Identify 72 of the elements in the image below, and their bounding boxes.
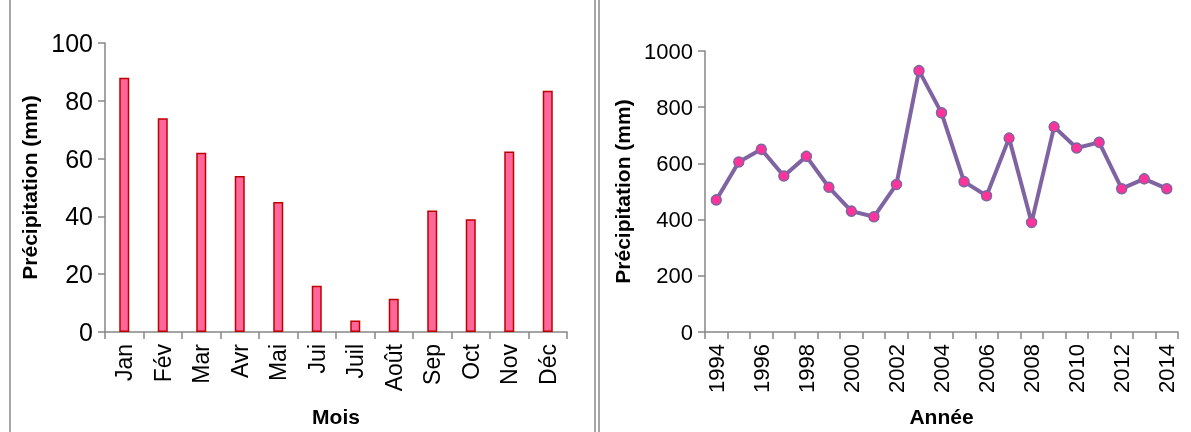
bar bbox=[388, 298, 399, 332]
x-tick-label: Fév bbox=[149, 343, 176, 383]
point bbox=[1138, 173, 1150, 185]
x-tick-label: Déc bbox=[534, 344, 561, 385]
point bbox=[800, 150, 813, 163]
point bbox=[733, 156, 745, 168]
x-tick-label: Sep bbox=[419, 344, 446, 385]
x-tick-label: Jan bbox=[111, 344, 138, 382]
bar bbox=[350, 320, 361, 332]
point bbox=[1070, 142, 1083, 154]
point bbox=[958, 175, 970, 188]
x-tick-label: Nov bbox=[496, 343, 523, 385]
point bbox=[890, 178, 903, 191]
x-tick-label: 1996 bbox=[748, 344, 774, 393]
bar bbox=[273, 201, 284, 332]
bar bbox=[196, 152, 207, 332]
y-tick-label: 1000 bbox=[644, 38, 693, 64]
x-tick-label: Mai bbox=[265, 344, 292, 382]
bar bbox=[542, 90, 553, 332]
bar bbox=[311, 285, 322, 332]
point bbox=[913, 64, 925, 77]
bar bbox=[119, 77, 130, 332]
point bbox=[868, 211, 880, 223]
y-axis-title: Précipitation (mm) bbox=[18, 95, 42, 280]
y-tick-label: 400 bbox=[656, 207, 693, 233]
y-tick-label: 200 bbox=[656, 263, 693, 289]
y-tick-label: 600 bbox=[656, 150, 693, 176]
point bbox=[823, 181, 835, 194]
point bbox=[755, 143, 768, 156]
x-tick-label: 2006 bbox=[974, 344, 1000, 393]
y-tick-label: 60 bbox=[65, 144, 93, 173]
y-axis-title: Précipitation (mm) bbox=[611, 99, 634, 284]
point bbox=[1093, 136, 1105, 149]
x-tick-label: 2012 bbox=[1109, 344, 1135, 393]
x-tick-label: 1998 bbox=[793, 344, 819, 393]
x-tick-label: Jui bbox=[303, 344, 330, 374]
x-axis-title: Mois bbox=[312, 405, 360, 428]
x-tick-label: Oct bbox=[457, 343, 484, 380]
x-tick-label: 1994 bbox=[703, 344, 729, 393]
y-tick-label: 40 bbox=[65, 202, 93, 231]
x-tick-label: Mar bbox=[188, 343, 215, 384]
point bbox=[935, 107, 948, 119]
point bbox=[1115, 182, 1128, 195]
x-tick-label: 2000 bbox=[838, 344, 864, 393]
x-tick-label: Avr bbox=[226, 343, 253, 379]
x-tick-label: 2014 bbox=[1154, 344, 1180, 393]
bar bbox=[465, 219, 476, 332]
y-tick-label: 800 bbox=[656, 94, 693, 120]
x-tick-label: 2004 bbox=[929, 344, 954, 393]
x-axis-title: Année bbox=[909, 405, 974, 428]
x-tick-label: 2008 bbox=[1019, 344, 1045, 393]
point bbox=[1003, 132, 1015, 144]
bar bbox=[427, 210, 438, 332]
bar bbox=[504, 151, 515, 332]
bar bbox=[157, 118, 168, 332]
x-tick-label: 2010 bbox=[1064, 344, 1090, 393]
y-tick-label: 100 bbox=[51, 29, 93, 57]
point bbox=[1025, 216, 1038, 229]
point bbox=[778, 170, 790, 182]
point bbox=[845, 205, 858, 217]
y-tick-label: 0 bbox=[79, 318, 93, 346]
point bbox=[710, 194, 723, 206]
x-tick-label: 2002 bbox=[883, 344, 909, 393]
y-tick-label: 20 bbox=[65, 260, 93, 289]
x-tick-label: Juil bbox=[342, 344, 369, 379]
point bbox=[1048, 121, 1060, 133]
x-tick-label: Août bbox=[380, 343, 407, 392]
point bbox=[980, 189, 993, 202]
point bbox=[1161, 182, 1173, 195]
bar bbox=[234, 175, 245, 332]
y-tick-label: 0 bbox=[680, 319, 693, 345]
y-tick-label: 80 bbox=[65, 86, 93, 115]
